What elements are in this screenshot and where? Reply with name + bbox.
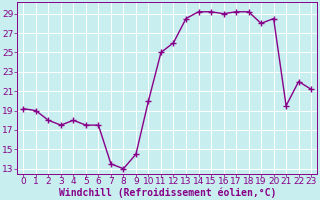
X-axis label: Windchill (Refroidissement éolien,°C): Windchill (Refroidissement éolien,°C) bbox=[59, 187, 276, 198]
